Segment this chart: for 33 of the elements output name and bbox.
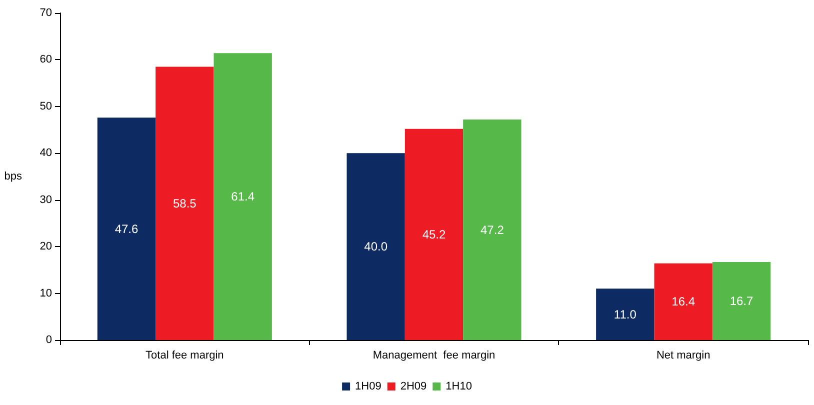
y-tick-label: 10 — [40, 287, 52, 300]
bar — [97, 118, 156, 340]
x-tick-label: Total fee margin — [146, 350, 224, 362]
y-axis-title: bps — [4, 170, 22, 182]
bar — [463, 120, 522, 340]
data-label: 40.0 — [364, 240, 388, 254]
x-tick-label: Net margin — [656, 350, 710, 362]
data-label: 47.6 — [114, 222, 138, 236]
data-label: 16.7 — [730, 294, 754, 308]
y-tick-label: 70 — [40, 7, 52, 19]
bar — [712, 262, 771, 340]
y-tick-label: 20 — [40, 240, 52, 253]
data-label: 45.2 — [422, 227, 446, 242]
legend-label: 1H09 — [355, 380, 382, 392]
data-label: 61.4 — [231, 190, 255, 204]
bar — [346, 153, 405, 340]
data-label: 16.4 — [672, 294, 696, 309]
y-tick-label: 40 — [40, 147, 52, 160]
y-tick-label: 0 — [46, 334, 52, 346]
bar — [654, 263, 712, 340]
y-tick-label: 60 — [40, 54, 52, 66]
y-tick-label: 30 — [40, 194, 52, 206]
bar — [156, 66, 214, 340]
bar — [214, 53, 272, 340]
bar — [404, 128, 464, 340]
bar — [596, 288, 654, 340]
y-tick-label: 50 — [40, 100, 52, 112]
data-label: 11.0 — [614, 307, 637, 322]
data-label: 47.2 — [480, 222, 504, 237]
x-tick-label: Management fee margin — [372, 350, 496, 362]
data-label: 58.5 — [172, 196, 197, 210]
legend-label: 1H10 — [446, 380, 472, 392]
legend-label: 2H09 — [400, 380, 427, 392]
